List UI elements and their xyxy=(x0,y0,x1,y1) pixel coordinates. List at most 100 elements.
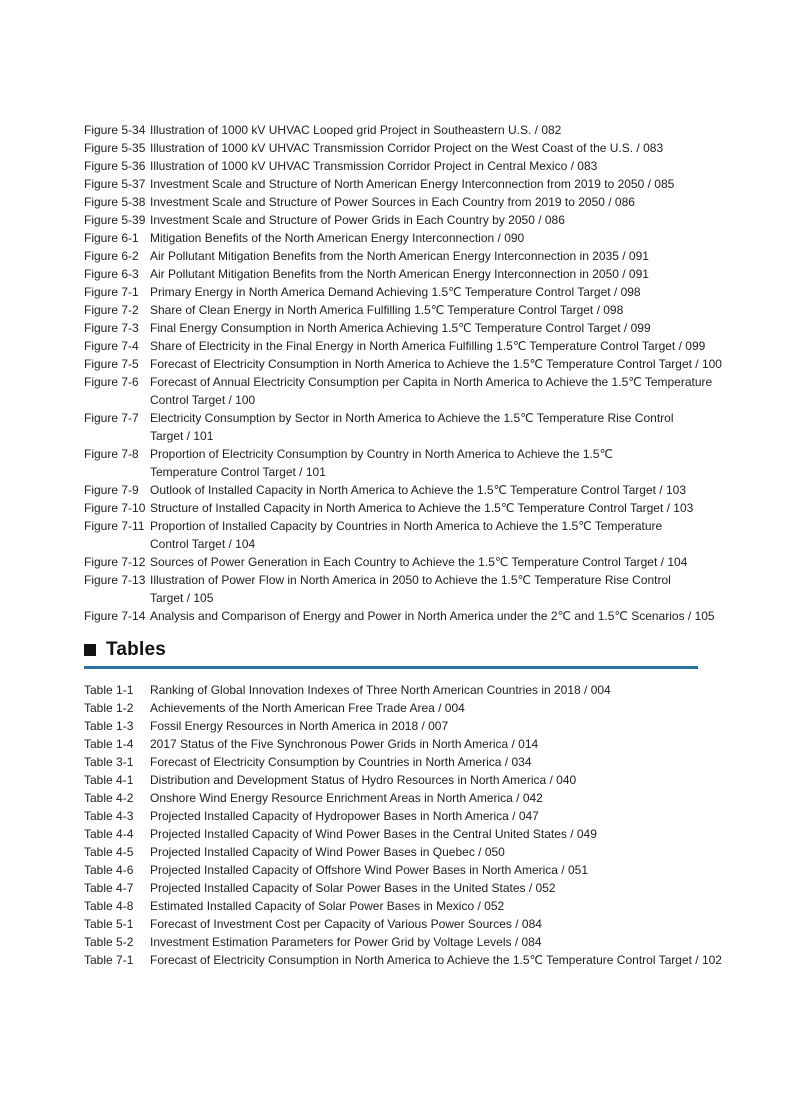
entry-title: Ranking of Global Innovation Indexes of … xyxy=(150,683,611,697)
entry-title: Projected Installed Capacity of Wind Pow… xyxy=(150,845,505,859)
entry-label: Table 7-1 xyxy=(84,953,134,967)
toc-entry: Figure 7-1 Primary Energy in North Ameri… xyxy=(84,283,724,301)
entry-label: Figure 7-5 xyxy=(84,357,139,371)
toc-entry: Table 5-2 Investment Estimation Paramete… xyxy=(84,933,724,951)
entry-label: Figure 5-34 xyxy=(84,123,146,137)
entry-label: Table 3-1 xyxy=(84,755,134,769)
entry-title: Investment Scale and Structure of Power … xyxy=(150,195,635,209)
toc-entry: Table 4-4 Projected Installed Capacity o… xyxy=(84,825,724,843)
entry-label: Figure 7-10 xyxy=(84,501,146,515)
toc-entry: Figure 7-2 Share of Clean Energy in Nort… xyxy=(84,301,724,319)
toc-entry: Figure 7-9 Outlook of Installed Capacity… xyxy=(84,481,724,499)
toc-entry: Figure 7-4 Share of Electricity in the F… xyxy=(84,337,724,355)
entry-title: Investment Estimation Parameters for Pow… xyxy=(150,935,542,949)
toc-entry: Figure 7-13 Illustration of Power Flow i… xyxy=(84,571,724,607)
entry-title: Estimated Installed Capacity of Solar Po… xyxy=(150,899,505,913)
toc-entry: Table 3-1 Forecast of Electricity Consum… xyxy=(84,753,724,771)
toc-entry: Table 4-5 Projected Installed Capacity o… xyxy=(84,843,724,861)
entry-label: Figure 5-37 xyxy=(84,177,146,191)
toc-entry: Table 1-1 Ranking of Global Innovation I… xyxy=(84,681,724,699)
entry-title: Air Pollutant Mitigation Benefits from t… xyxy=(150,249,649,263)
toc-entry: Table 4-6 Projected Installed Capacity o… xyxy=(84,861,724,879)
entry-title: Illustration of 1000 kV UHVAC Looped gri… xyxy=(150,123,562,137)
entry-label: Figure 5-35 xyxy=(84,141,146,155)
entry-label: Figure 6-3 xyxy=(84,267,139,281)
toc-entry: Table 4-7 Projected Installed Capacity o… xyxy=(84,879,724,897)
tables-list: Table 1-1 Ranking of Global Innovation I… xyxy=(84,681,724,969)
entry-label: Figure 5-38 xyxy=(84,195,146,209)
entry-label: Figure 7-14 xyxy=(84,609,146,623)
entry-title: Structure of Installed Capacity in North… xyxy=(150,501,694,515)
entry-title: Illustration of Power Flow in North Amer… xyxy=(150,573,671,605)
toc-entry: Figure 6-3 Air Pollutant Mitigation Bene… xyxy=(84,265,724,283)
entry-title: Primary Energy in North America Demand A… xyxy=(150,285,641,299)
entry-title: Fossil Energy Resources in North America… xyxy=(150,719,449,733)
entry-title: Illustration of 1000 kV UHVAC Transmissi… xyxy=(150,141,664,155)
entry-label: Figure 7-3 xyxy=(84,321,139,335)
toc-entry: Table 5-1 Forecast of Investment Cost pe… xyxy=(84,915,724,933)
entry-label: Figure 5-39 xyxy=(84,213,146,227)
toc-entry: Figure 7-12 Sources of Power Generation … xyxy=(84,553,724,571)
entry-label: Table 1-4 xyxy=(84,737,134,751)
entry-label: Table 4-1 xyxy=(84,773,134,787)
entry-title: Investment Scale and Structure of North … xyxy=(150,177,675,191)
entry-label: Figure 7-13 xyxy=(84,573,146,587)
entry-label: Figure 6-1 xyxy=(84,231,139,245)
entry-title: Investment Scale and Structure of Power … xyxy=(150,213,565,227)
entry-label: Table 4-6 xyxy=(84,863,134,877)
entry-label: Table 4-3 xyxy=(84,809,134,823)
entry-title: Final Energy Consumption in North Americ… xyxy=(150,321,651,335)
toc-entry: Figure 7-5 Forecast of Electricity Consu… xyxy=(84,355,724,373)
entry-title: Achievements of the North American Free … xyxy=(150,701,465,715)
entry-title: 2017 Status of the Five Synchronous Powe… xyxy=(150,737,539,751)
entry-title: Projected Installed Capacity of Offshore… xyxy=(150,863,588,877)
entry-label: Table 5-2 xyxy=(84,935,134,949)
entry-label: Figure 7-7 xyxy=(84,411,139,425)
entry-label: Figure 5-36 xyxy=(84,159,146,173)
toc-entry: Figure 7-11 Proportion of Installed Capa… xyxy=(84,517,724,553)
entry-label: Figure 7-2 xyxy=(84,303,139,317)
toc-entry: Figure 5-38 Investment Scale and Structu… xyxy=(84,193,724,211)
entry-title: Forecast of Annual Electricity Consumpti… xyxy=(150,375,713,407)
entry-title: Proportion of Installed Capacity by Coun… xyxy=(150,519,663,551)
toc-entry: Figure 7-8 Proportion of Electricity Con… xyxy=(84,445,724,481)
entry-label: Table 1-2 xyxy=(84,701,134,715)
toc-entry: Figure 6-1 Mitigation Benefits of the No… xyxy=(84,229,724,247)
entry-label: Table 4-5 xyxy=(84,845,134,859)
entry-title: Electricity Consumption by Sector in Nor… xyxy=(150,411,674,443)
toc-entry: Figure 7-10 Structure of Installed Capac… xyxy=(84,499,724,517)
entry-title: Projected Installed Capacity of Solar Po… xyxy=(150,881,556,895)
toc-entry: Table 1-2 Achievements of the North Amer… xyxy=(84,699,724,717)
toc-entry: Figure 5-37 Investment Scale and Structu… xyxy=(84,175,724,193)
entry-title: Projected Installed Capacity of Wind Pow… xyxy=(150,827,597,841)
entry-label: Figure 7-11 xyxy=(84,519,145,533)
toc-entry: Figure 6-2 Air Pollutant Mitigation Bene… xyxy=(84,247,724,265)
entry-title: Forecast of Investment Cost per Capacity… xyxy=(150,917,542,931)
toc-entry: Figure 7-6 Forecast of Annual Electricit… xyxy=(84,373,724,409)
toc-entry: Figure 7-7 Electricity Consumption by Se… xyxy=(84,409,724,445)
entry-title: Sources of Power Generation in Each Coun… xyxy=(150,555,688,569)
toc-entry: Table 1-4 2017 Status of the Five Synchr… xyxy=(84,735,724,753)
section-divider xyxy=(84,666,698,669)
entry-label: Figure 6-2 xyxy=(84,249,139,263)
entry-label: Table 4-8 xyxy=(84,899,134,913)
toc-entry: Table 1-3 Fossil Energy Resources in Nor… xyxy=(84,717,724,735)
entry-label: Figure 7-12 xyxy=(84,555,146,569)
figures-list: Figure 5-34 Illustration of 1000 kV UHVA… xyxy=(84,121,724,625)
entry-label: Table 1-1 xyxy=(84,683,134,697)
entry-title: Air Pollutant Mitigation Benefits from t… xyxy=(150,267,649,281)
entry-title: Forecast of Electricity Consumption in N… xyxy=(150,357,722,371)
entry-label: Figure 7-6 xyxy=(84,375,139,389)
entry-title: Proportion of Electricity Consumption by… xyxy=(150,447,614,479)
toc-entry: Figure 5-39 Investment Scale and Structu… xyxy=(84,211,724,229)
toc-entry: Table 4-1 Distribution and Development S… xyxy=(84,771,724,789)
entry-title: Illustration of 1000 kV UHVAC Transmissi… xyxy=(150,159,598,173)
entry-title: Analysis and Comparison of Energy and Po… xyxy=(150,609,715,623)
entry-title: Share of Electricity in the Final Energy… xyxy=(150,339,706,353)
entry-label: Figure 7-4 xyxy=(84,339,139,353)
toc-entry: Figure 7-3 Final Energy Consumption in N… xyxy=(84,319,724,337)
toc-entry: Figure 7-14 Analysis and Comparison of E… xyxy=(84,607,724,625)
entry-title: Outlook of Installed Capacity in North A… xyxy=(150,483,686,497)
entry-label: Table 4-4 xyxy=(84,827,134,841)
